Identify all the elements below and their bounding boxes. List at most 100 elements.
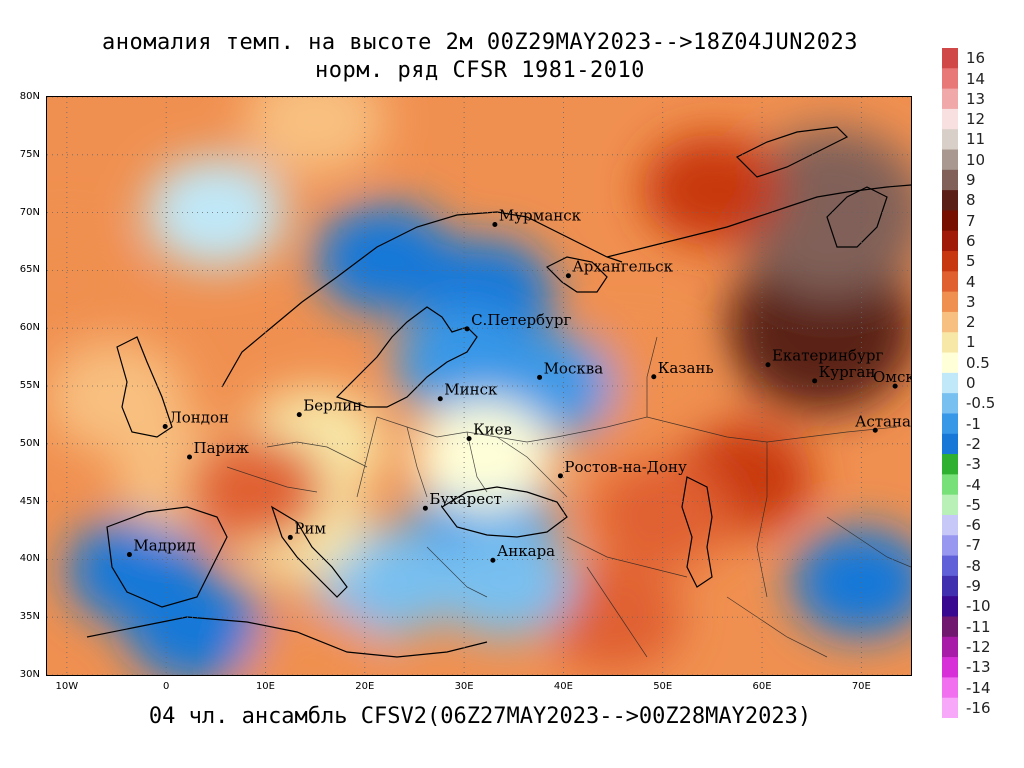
colorbar-segment	[942, 372, 958, 394]
colorbar-tick-label: 5	[966, 252, 976, 271]
city-markers: Мурманск Архангельск С.Петербург Москва Каза…	[126, 207, 911, 563]
city-dot	[187, 454, 193, 460]
city-marker: Архангельск	[565, 258, 674, 279]
colorbar-tick-label: 2	[966, 313, 976, 332]
city-label: С.Петербург	[471, 311, 571, 329]
city-label: Берлин	[303, 397, 362, 415]
city-marker: Минск	[437, 381, 498, 402]
colorbar-tick-label: 4	[966, 272, 976, 291]
x-tick-label: 40E	[553, 681, 573, 692]
anomaly-field	[47, 97, 911, 675]
x-tick-label: 50E	[653, 681, 673, 692]
city-dot	[557, 473, 563, 479]
city-marker: Ростов-на-Дону	[557, 458, 687, 479]
anomaly-region	[47, 227, 137, 337]
city-dot	[892, 383, 898, 389]
map-plot-area: Мурманск Архангельск С.Петербург Москва Каза…	[46, 96, 912, 676]
anomaly-region	[245, 97, 386, 176]
anomaly-region	[642, 134, 783, 245]
city-dot	[872, 427, 878, 433]
city-marker: Париж	[187, 439, 249, 460]
colorbar-segment	[942, 413, 958, 435]
colorbar-segment	[942, 210, 958, 232]
colorbar-tick-label: 1	[966, 333, 976, 352]
colorbar-tick-label: -0.5	[966, 394, 996, 413]
city-marker: Рим	[287, 519, 326, 540]
x-tick-label: 20E	[355, 681, 375, 692]
chart-title: аномалия темп. на высоте 2м 00Z29MAY2023…	[102, 30, 858, 55]
x-tick-label: 10W	[55, 681, 79, 692]
colorbar-segment	[942, 149, 958, 171]
city-dot	[162, 423, 168, 429]
colorbar-segment	[942, 88, 958, 110]
anomaly-region	[543, 562, 684, 673]
colorbar-segment	[942, 68, 958, 90]
grid-lines	[47, 97, 911, 675]
colorbar-segment	[942, 230, 958, 252]
city-dot	[492, 222, 498, 228]
anomaly-region	[145, 157, 286, 268]
colorbar-tick-label: 0	[966, 374, 976, 392]
colorbar-segment	[942, 393, 958, 415]
city-dot	[537, 374, 543, 380]
colorbar-tick-label: 9	[966, 171, 976, 189]
city-marker: Мурманск	[492, 207, 582, 228]
city-label: Лондон	[169, 408, 229, 426]
city-marker: Мадрид	[126, 537, 196, 558]
city-label: Екатеринбург	[772, 347, 883, 365]
anomaly-region	[245, 608, 386, 675]
city-label: Минск	[444, 381, 498, 399]
country-borders	[226, 336, 911, 658]
chart-footer: 04 чл. ансамбль CFSV2(06Z27MAY2023-->00Z…	[148, 704, 812, 729]
city-marker: Лондон	[162, 408, 229, 429]
anomaly-region	[791, 527, 911, 638]
colorbar-tick-label: -10	[966, 597, 991, 616]
colorbar-tick-label: -14	[966, 678, 991, 697]
x-tick-label: 30E	[454, 681, 474, 692]
colorbar-tick-label: 16	[966, 49, 986, 68]
anomaly-region	[592, 458, 733, 569]
city-label: Омск	[873, 368, 911, 386]
colorbar-tick-label: 6	[966, 231, 976, 250]
colorbar-segment	[942, 636, 958, 658]
colorbar-tick-label: -1	[966, 414, 981, 433]
city-label: Ростов-на-Дону	[564, 458, 687, 476]
colorbar-segment	[942, 514, 958, 536]
colorbar-tick-label: 13	[966, 89, 986, 108]
city-dot	[287, 534, 293, 540]
colorbar-tick-label: -8	[966, 556, 981, 575]
colorbar-segment	[942, 657, 958, 678]
y-tick-label: 35N	[19, 611, 40, 623]
y-tick-label: 65N	[19, 264, 40, 276]
anomaly-region	[47, 342, 187, 453]
colorbar-segment	[942, 291, 958, 313]
y-tick-label: 80N	[19, 91, 40, 102]
colorbar-tick-label: -5	[966, 495, 981, 514]
colorbar-tick-label: 11	[966, 130, 986, 149]
city-marker: Казань	[651, 359, 714, 380]
y-tick-label: 60N	[19, 322, 40, 334]
anomaly-map: Мурманск Архангельск С.Петербург Москва Каза…	[47, 97, 911, 675]
colorbar-tick-label: 12	[966, 110, 986, 129]
colorbar-tick-label: -9	[966, 577, 981, 595]
colorbar	[940, 48, 960, 719]
colorbar-tick-label: -12	[966, 637, 991, 656]
colorbar-segment	[942, 190, 958, 212]
city-marker: Москва	[537, 359, 603, 380]
colorbar-segment	[942, 251, 958, 272]
city-marker: Астана	[855, 412, 911, 433]
city-label: Казань	[658, 359, 714, 377]
city-marker: С.Петербург	[464, 311, 572, 332]
colorbar-segment	[942, 474, 958, 496]
colorbar-tick-label: -4	[966, 475, 981, 494]
colorbar-segment	[942, 575, 958, 597]
city-marker: Омск	[873, 368, 911, 389]
colorbar-tick-label: -16	[966, 698, 991, 717]
city-marker: Курган	[812, 363, 876, 384]
chart-subtitle: норм. ряд CFSR 1981-2010	[315, 58, 645, 83]
colorbar-segment	[942, 332, 958, 354]
colorbar-segment	[942, 169, 958, 191]
city-label: Париж	[194, 439, 250, 457]
colorbar-segment	[942, 697, 958, 719]
y-tick-label: 40N	[19, 553, 40, 565]
